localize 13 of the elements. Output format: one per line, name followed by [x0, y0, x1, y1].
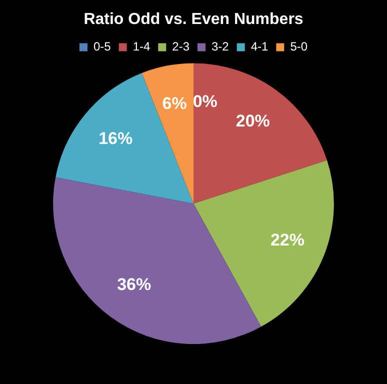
- data-label: 16%: [98, 128, 133, 148]
- text: 0%: [192, 92, 218, 112]
- legend-label: 3-2: [212, 40, 230, 54]
- legend-label: 5-0: [290, 40, 308, 54]
- legend-label: 1-4: [132, 40, 150, 54]
- data-label: 36%: [117, 275, 152, 294]
- legend-label: 4-1: [250, 40, 269, 54]
- legend-label: 2-3: [172, 40, 190, 54]
- chart-title: Ratio Odd vs. Even Numbers: [84, 11, 304, 28]
- data-label: 6%: [162, 94, 187, 113]
- data-label: 20%: [236, 112, 270, 131]
- data-label: 22%: [270, 230, 305, 250]
- legend-label: 0-5: [93, 40, 112, 54]
